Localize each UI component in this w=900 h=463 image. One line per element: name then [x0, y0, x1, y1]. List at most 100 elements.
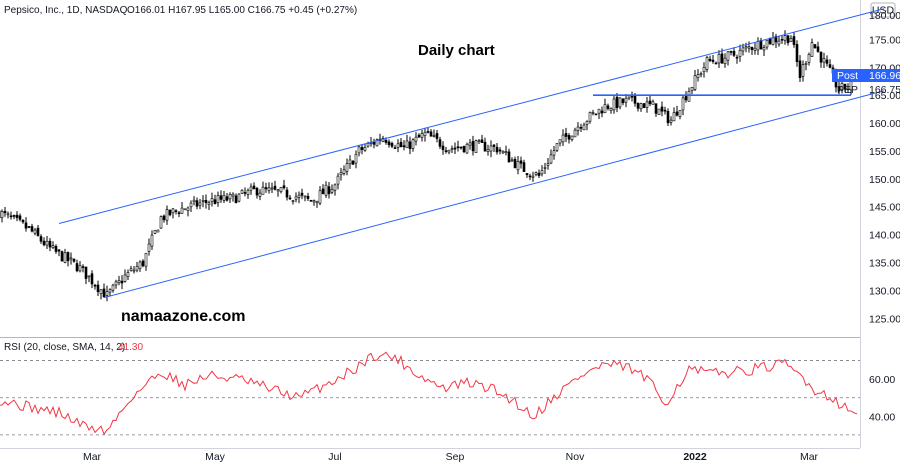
candle-up: [291, 200, 295, 202]
candle-down: [42, 240, 46, 246]
candle-down: [309, 199, 313, 202]
candle-down: [642, 103, 646, 109]
candle-down: [21, 219, 25, 223]
candle-up: [267, 187, 271, 191]
rsi-axis[interactable]: 40.00 60.00: [869, 374, 895, 423]
candle-up: [747, 46, 751, 49]
candle-up: [216, 195, 220, 203]
candle-up: [531, 175, 535, 178]
candle-up: [87, 275, 91, 278]
candle-down: [825, 59, 829, 64]
channel-lower-line[interactable]: [103, 90, 885, 299]
candle-up: [543, 167, 547, 169]
chart-annotation-title: Daily chart: [418, 42, 495, 59]
candle-up: [645, 101, 649, 108]
candle-up: [147, 243, 151, 252]
candle-down: [36, 227, 40, 236]
candle-up: [153, 229, 157, 234]
currency-label: USD: [872, 5, 895, 17]
candle-down: [273, 185, 277, 190]
candle-up: [717, 54, 721, 64]
time-tick-label: Nov: [566, 451, 585, 463]
candle-up: [222, 194, 226, 201]
candle-up: [705, 57, 709, 70]
candle-up: [192, 199, 196, 203]
candle-up: [702, 67, 706, 73]
candle-down: [384, 139, 388, 143]
candle-up: [681, 97, 685, 111]
candle-down: [456, 146, 460, 149]
rsi-legend-label[interactable]: RSI (20, close, SMA, 14, 2): [4, 342, 125, 353]
candle-down: [255, 187, 259, 196]
candle-down: [234, 195, 238, 204]
candle-up: [570, 135, 574, 140]
candle-down: [819, 51, 823, 63]
candle-down: [513, 159, 517, 168]
rsi-legend-value: 41.30: [118, 342, 143, 353]
candle-up: [534, 172, 538, 175]
candle-down: [285, 189, 289, 198]
candle-up: [171, 208, 175, 214]
price-tick-label: 140.00: [869, 230, 900, 242]
candle-up: [801, 64, 805, 77]
candle-down: [837, 86, 841, 92]
candle-up: [396, 143, 400, 148]
candle-down: [12, 215, 16, 217]
candle-down: [93, 284, 97, 287]
watermark-site: namaazone.com: [121, 308, 245, 325]
price-tick-label: 125.00: [869, 313, 900, 325]
candle-down: [798, 60, 802, 78]
candle-down: [162, 215, 166, 221]
candle-down: [408, 141, 412, 149]
candle-down: [492, 144, 496, 147]
candle-up: [657, 108, 661, 115]
candle-up: [69, 257, 73, 260]
trend-channel[interactable]: [58, 8, 885, 299]
price-tick-label: 155.00: [869, 146, 900, 158]
candle-up: [339, 172, 343, 176]
candle-up: [738, 49, 742, 57]
candle-down: [141, 260, 145, 267]
candle-up: [270, 187, 274, 190]
candle-down: [684, 96, 688, 101]
candle-up: [363, 147, 367, 151]
candles: [0, 30, 853, 302]
candle-down: [417, 134, 421, 138]
candle-up: [348, 159, 352, 165]
time-axis[interactable]: Mar May Jul Sep Nov 2022 Mar: [83, 451, 819, 463]
candle-up: [558, 139, 562, 144]
candle-down: [372, 141, 376, 145]
candle-up: [756, 41, 760, 51]
candle-down: [27, 226, 31, 228]
candle-down: [48, 240, 52, 248]
candle-down: [714, 62, 718, 65]
candle-up: [366, 143, 370, 147]
candle-down: [57, 249, 61, 252]
price-tick-label: 175.00: [869, 34, 900, 46]
candle-up: [228, 193, 232, 200]
candle-down: [438, 139, 442, 147]
candle-up: [132, 269, 136, 272]
candle-up: [678, 110, 682, 117]
candle-down: [75, 263, 79, 272]
candle-down: [795, 44, 799, 62]
candle-up: [804, 63, 808, 65]
channel-upper-line[interactable]: [58, 8, 885, 224]
currency-badge[interactable]: [870, 2, 896, 18]
candle-up: [624, 97, 628, 103]
candle-up: [99, 289, 103, 295]
candle-up: [810, 42, 814, 57]
candle-up: [669, 119, 673, 123]
symbol-legend[interactable]: Pepsico, Inc., 1D, NASDAQ: [4, 5, 128, 16]
post-tag-value: 166.96: [869, 70, 900, 82]
candle-down: [3, 210, 7, 214]
candle-up: [576, 126, 580, 131]
candle-down: [459, 146, 463, 149]
candle-up: [6, 213, 10, 216]
candle-up: [723, 57, 727, 64]
candle-up: [693, 75, 697, 90]
candle-down: [66, 252, 70, 262]
candle-up: [687, 91, 691, 102]
candle-up: [342, 169, 346, 174]
